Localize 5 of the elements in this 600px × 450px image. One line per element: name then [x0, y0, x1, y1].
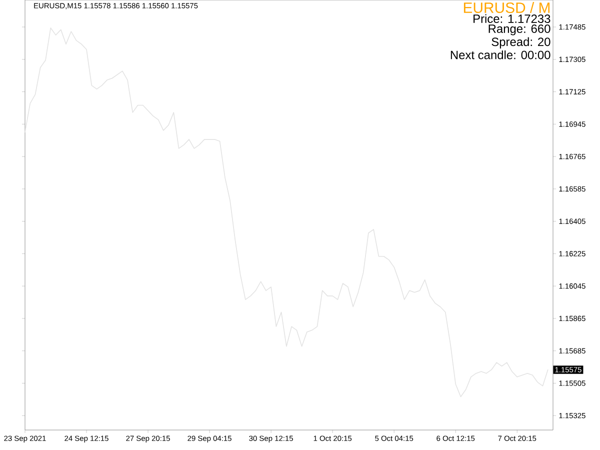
annotation: Price: 1.17233: [474, 14, 550, 23]
annotation: Range: 660: [488, 24, 550, 36]
annotation: Spread: 20: [492, 37, 550, 48]
annotation: Next candle: 00:00: [450, 50, 550, 60]
annotation: EURUSD / M: [464, 2, 550, 14]
